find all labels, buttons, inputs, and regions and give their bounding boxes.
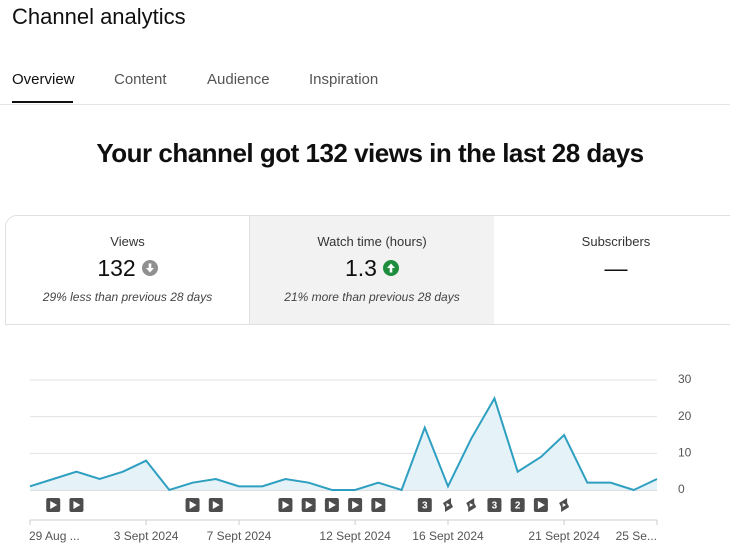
x-tick-label: 25 Se... (616, 529, 657, 543)
y-tick-label: 0 (678, 482, 685, 496)
tab[interactable]: Inspiration (309, 71, 379, 88)
y-tick-label: 20 (678, 409, 692, 423)
shorts-play (469, 503, 474, 507)
upload-marker (417, 498, 432, 512)
x-tick-label: 29 Aug ... (29, 529, 80, 543)
line (29, 395, 658, 492)
metric-label: Views (110, 234, 145, 249)
tab[interactable]: Overview (12, 71, 75, 88)
play-icon (282, 501, 290, 509)
area (30, 398, 657, 490)
tab[interactable]: Content (114, 71, 167, 88)
upload-marker (487, 498, 502, 512)
trend-icon-up (382, 260, 399, 276)
metric-value: — (604, 255, 628, 281)
upload-count: 2 (515, 501, 521, 512)
headline: Your channel got 132 views in the last 2… (96, 138, 644, 168)
metric-label: Watch time (hours) (317, 234, 427, 249)
tab-indicator (12, 101, 73, 103)
play-icon (50, 501, 58, 509)
x-tick-label: 21 Sept 2024 (528, 529, 600, 543)
x-tick-label: 12 Sept 2024 (319, 529, 391, 543)
play-icon (328, 501, 336, 509)
play-icon (537, 501, 545, 509)
y-tick-label: 10 (678, 446, 692, 460)
metric-card[interactable]: Views 132 29% less than previous 28 days (6, 216, 249, 324)
metric-value: 132 (97, 255, 136, 281)
metric-label: Subscribers (581, 234, 651, 249)
metric-card[interactable]: Watch time (hours) 1.3 21% more than pre… (249, 216, 495, 324)
metric-cards: Views 132 29% less than previous 28 days… (5, 215, 730, 325)
trend-icon-down (141, 260, 158, 276)
play-icon (352, 501, 360, 509)
metric-value: 1.3 (345, 255, 377, 281)
play-icon (305, 501, 313, 509)
play-icon (189, 501, 197, 509)
x-tick-label: 16 Sept 2024 (412, 529, 484, 543)
metric-note: 29% less than previous 28 days (42, 290, 213, 304)
metric-card[interactable]: Subscribers — (494, 216, 730, 324)
upload-count: 3 (422, 501, 428, 512)
shorts-play (446, 503, 450, 507)
divider (0, 104, 730, 105)
page-title: Channel analytics (12, 4, 186, 29)
x-tick-label: 7 Sept 2024 (207, 529, 272, 543)
upload-marker (510, 498, 525, 512)
play-icon (212, 501, 220, 509)
shorts-play (562, 503, 567, 507)
play-icon (73, 501, 81, 509)
upload-count: 3 (492, 501, 498, 512)
y-tick-label: 30 (678, 372, 692, 386)
play-icon (375, 501, 383, 509)
x-tick-label: 3 Sept 2024 (114, 529, 179, 543)
tab[interactable]: Audience (207, 71, 270, 88)
metric-note: 21% more than previous 28 days (284, 290, 460, 304)
